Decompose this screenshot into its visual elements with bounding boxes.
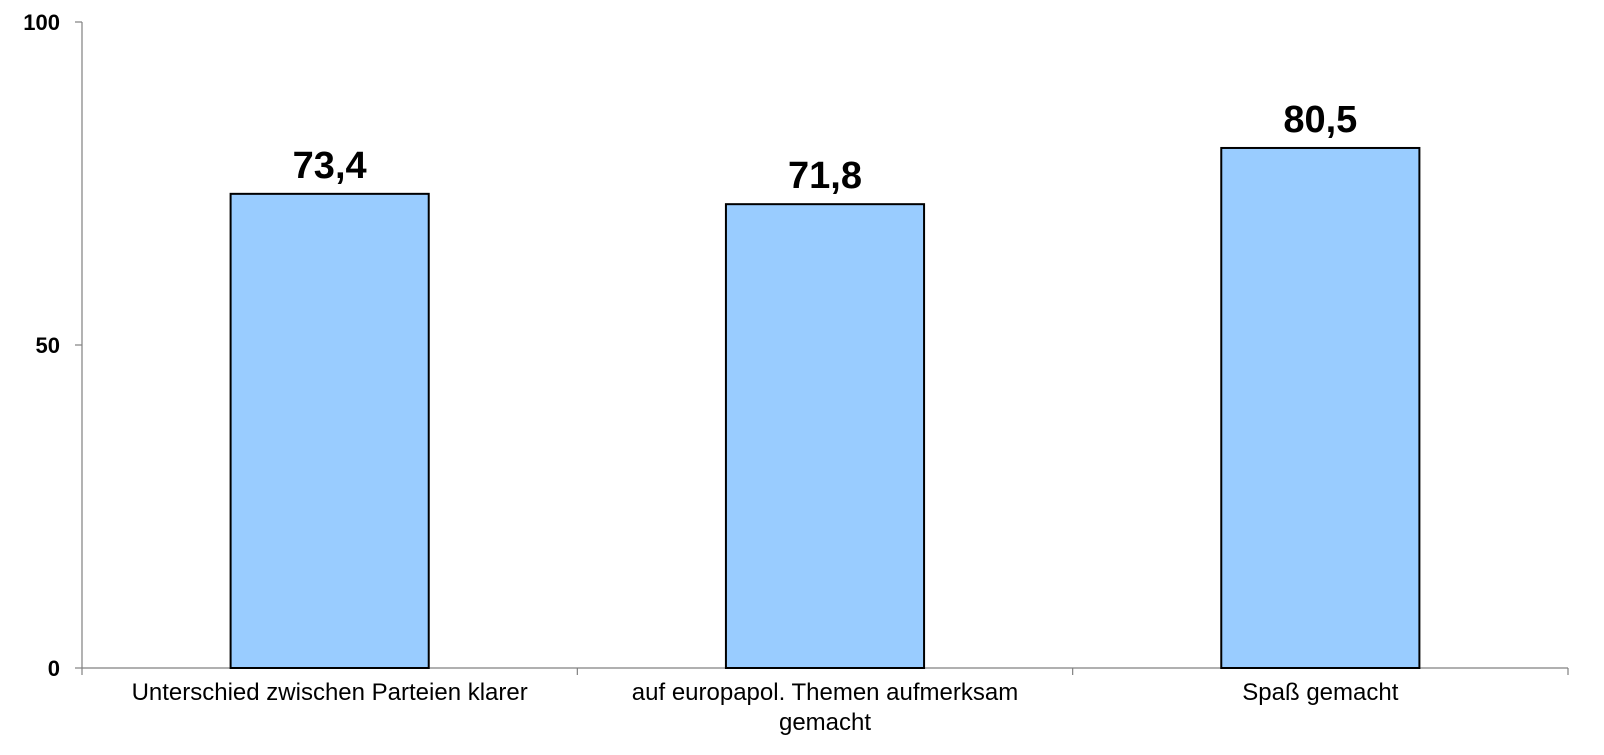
x-category-label: auf europapol. Themen aufmerksam gemacht (632, 679, 1018, 736)
data-label: 71,8 (788, 155, 862, 197)
bar (1220, 146, 1421, 670)
y-tick-label: 100 (23, 10, 60, 35)
y-tick-label: 50 (36, 333, 60, 358)
bar (229, 192, 430, 669)
x-category-label: Spaß gemacht (1242, 679, 1398, 706)
plot-area: 0 50 100 73,4 Unterschied zwischen Parteien … (23, 10, 1569, 736)
data-label: 73,4 (293, 145, 367, 187)
x-category-label: Unterschied zwischen Parteien klarer (132, 679, 528, 706)
y-tick-label: 0 (48, 656, 60, 681)
bar (724, 203, 926, 669)
data-label: 80,5 (1283, 99, 1357, 141)
